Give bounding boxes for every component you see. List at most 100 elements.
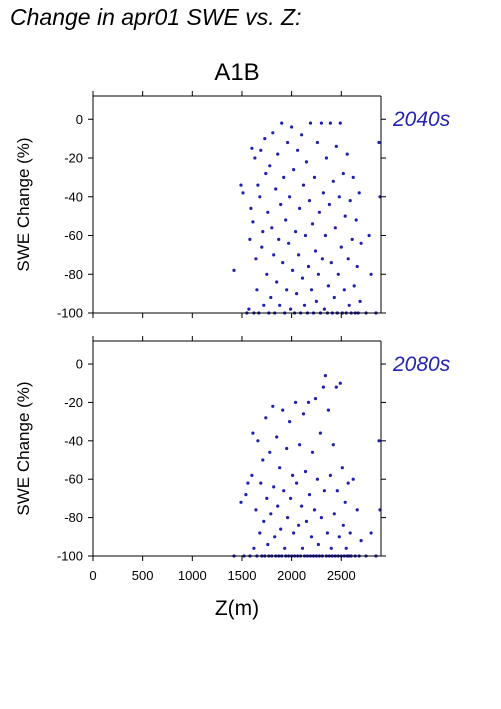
data-point: [323, 233, 327, 238]
data-point: [334, 144, 338, 148]
data-point: [282, 489, 286, 493]
data-point: [369, 272, 373, 276]
data-point: [302, 303, 307, 307]
data-point: [313, 249, 318, 253]
data-point: [342, 288, 346, 292]
data-point: [259, 481, 263, 485]
x-tick-label: 1000: [178, 568, 207, 583]
data-point: [279, 202, 283, 207]
data-point: [321, 385, 325, 389]
data-point: [335, 489, 339, 493]
data-point: [275, 280, 279, 284]
period-label: 2040s: [392, 108, 451, 131]
x-tick-label: 0: [89, 568, 96, 583]
data-point: [249, 206, 253, 210]
data-point: [278, 466, 282, 470]
data-point: [325, 531, 329, 535]
data-point: [327, 202, 331, 207]
x-tick-label: 2000: [277, 568, 306, 583]
data-point: [328, 473, 332, 477]
data-point: [357, 191, 361, 195]
data-point: [275, 435, 279, 439]
data-point: [310, 450, 315, 454]
data-point: [303, 233, 308, 238]
data-point: [265, 272, 269, 276]
data-point: [351, 477, 355, 481]
data-point: [298, 443, 302, 447]
data-point: [341, 171, 345, 176]
data-point: [337, 535, 341, 539]
data-point: [270, 226, 274, 230]
data-point: [284, 218, 288, 222]
data-point: [303, 469, 308, 474]
y-tick-label: -20: [64, 151, 83, 166]
data-point: [328, 121, 332, 125]
data-point: [239, 183, 243, 187]
data-point: [377, 140, 381, 145]
data-point: [336, 272, 340, 276]
data-point: [276, 152, 280, 156]
data-point: [259, 148, 263, 152]
data-point: [332, 295, 336, 300]
data-point: [301, 183, 306, 187]
data-point: [304, 160, 309, 164]
data-point: [318, 431, 322, 435]
data-point: [329, 546, 333, 550]
data-point: [264, 171, 268, 176]
data-point: [323, 374, 327, 378]
y-axis-label: SWE Change (%): [14, 381, 33, 515]
data-point: [261, 230, 265, 234]
data-point: [329, 261, 333, 265]
data-point: [309, 535, 314, 539]
y-tick-label: -80: [64, 510, 83, 525]
data-point: [343, 214, 347, 218]
data-point: [369, 531, 373, 535]
data-point: [279, 527, 283, 531]
data-point: [253, 156, 257, 160]
data-point: [358, 299, 362, 303]
data-point: [247, 307, 251, 311]
x-tick-label: 2500: [327, 568, 356, 583]
y-tick-label: -100: [57, 549, 83, 564]
data-point: [292, 168, 296, 172]
data-point: [331, 179, 335, 183]
data-point: [241, 191, 245, 195]
data-point: [320, 257, 324, 261]
data-point: [272, 485, 276, 489]
data-point: [258, 531, 262, 535]
data-point: [355, 508, 359, 512]
data-point: [351, 175, 355, 179]
data-point: [340, 466, 344, 470]
data-point: [306, 264, 311, 269]
data-point: [321, 191, 325, 195]
data-point: [285, 446, 289, 451]
data-point: [352, 284, 356, 288]
data-point: [254, 257, 258, 261]
period-label: 2080s: [392, 353, 451, 376]
x-axis-label: Z(m): [215, 597, 259, 620]
data-point: [232, 268, 236, 272]
data-point: [348, 531, 352, 535]
data-point: [282, 175, 286, 179]
data-point: [339, 245, 343, 249]
data-point: [341, 523, 345, 527]
data-point: [295, 292, 299, 296]
data-point: [312, 508, 317, 512]
data-point: [261, 458, 265, 462]
data-point: [348, 199, 352, 203]
data-point: [289, 307, 293, 311]
data-point: [319, 516, 323, 520]
scenario-label: A1B: [214, 59, 259, 86]
data-point: [258, 195, 262, 199]
data-point: [269, 295, 273, 300]
data-point: [289, 496, 293, 500]
y-tick-label: -60: [64, 472, 83, 487]
data-point: [256, 439, 260, 443]
y-tick-label: 0: [76, 112, 83, 127]
data-point: [350, 237, 354, 241]
data-point: [294, 230, 298, 234]
data-point: [338, 381, 342, 385]
data-point: [309, 288, 314, 292]
data-point: [298, 206, 302, 210]
